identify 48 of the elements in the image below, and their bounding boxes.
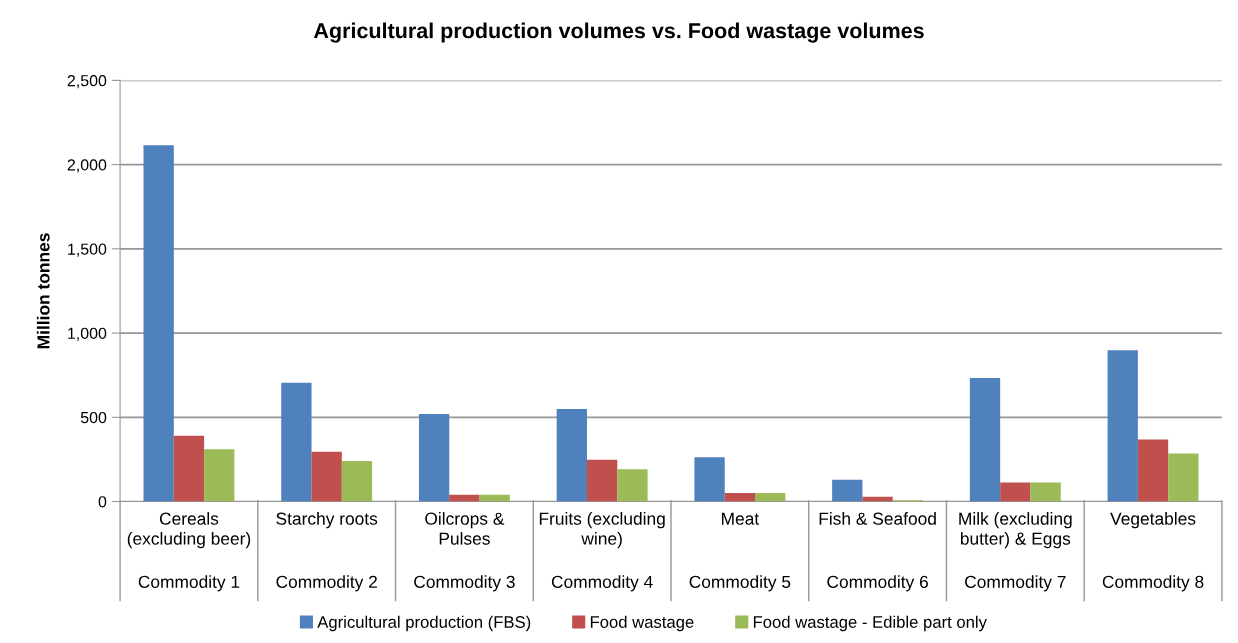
y-tick-label: 500 — [80, 411, 107, 424]
bar — [755, 492, 786, 502]
bar — [969, 377, 1001, 502]
legend-label: Food wastage — [590, 615, 694, 632]
x-tick-label: Fruits (excluding wine) — [539, 512, 665, 549]
x-tick-label: Cereals (excluding beer) — [127, 512, 251, 549]
x-tick-label: Fish & Seafood — [819, 512, 936, 525]
x-tick-label: Oilcrops & Pulses — [425, 512, 505, 545]
y-tick-label: 2,000 — [67, 159, 107, 173]
bar — [1000, 482, 1031, 502]
y-tick-label: 0 — [98, 496, 107, 508]
bar — [1030, 482, 1061, 502]
text: Commodity 4 — [551, 575, 653, 592]
y-tick-label: 1,000 — [68, 327, 107, 341]
legend-label: Agricultural production (FBS) — [317, 615, 531, 632]
text: Commodity 6 — [827, 575, 928, 592]
text: Commodity 1 — [138, 575, 240, 592]
chart-title: Agricultural production volumes vs. Food wastage volumes — [313, 22, 924, 43]
bar — [418, 413, 450, 502]
text: Commodity 3 — [414, 575, 515, 592]
bar — [143, 145, 174, 502]
bar — [204, 449, 235, 502]
x-tick-label: Vegetables — [1110, 512, 1196, 529]
bar — [281, 382, 312, 502]
bar — [341, 460, 373, 502]
bar — [311, 451, 342, 502]
bar — [832, 479, 863, 502]
bar — [556, 408, 587, 502]
y-tick-label: 2,500 — [67, 75, 107, 89]
bar — [1168, 453, 1199, 502]
x-tick-label: Starchy roots — [276, 512, 378, 529]
bar — [173, 435, 205, 502]
text: Commodity 8 — [1102, 575, 1204, 592]
x-tick-label: Milk (excluding butter) & Eggs — [959, 512, 1072, 549]
bar — [724, 492, 756, 502]
y-axis-title: Million tonnes — [36, 233, 50, 349]
bar — [586, 459, 618, 502]
legend-label: Food wastage - Edible part only — [753, 615, 987, 632]
x-tick-label: Meat — [721, 512, 760, 525]
bar — [694, 457, 725, 502]
bar — [449, 494, 480, 502]
text: Commodity 5 — [689, 575, 791, 592]
y-tick-label: 1,500 — [68, 243, 107, 257]
text: Commodity 2 — [276, 575, 377, 592]
bar — [1137, 439, 1169, 502]
text: Commodity 7 — [965, 575, 1066, 592]
bar — [617, 469, 648, 502]
bar — [1107, 350, 1138, 502]
